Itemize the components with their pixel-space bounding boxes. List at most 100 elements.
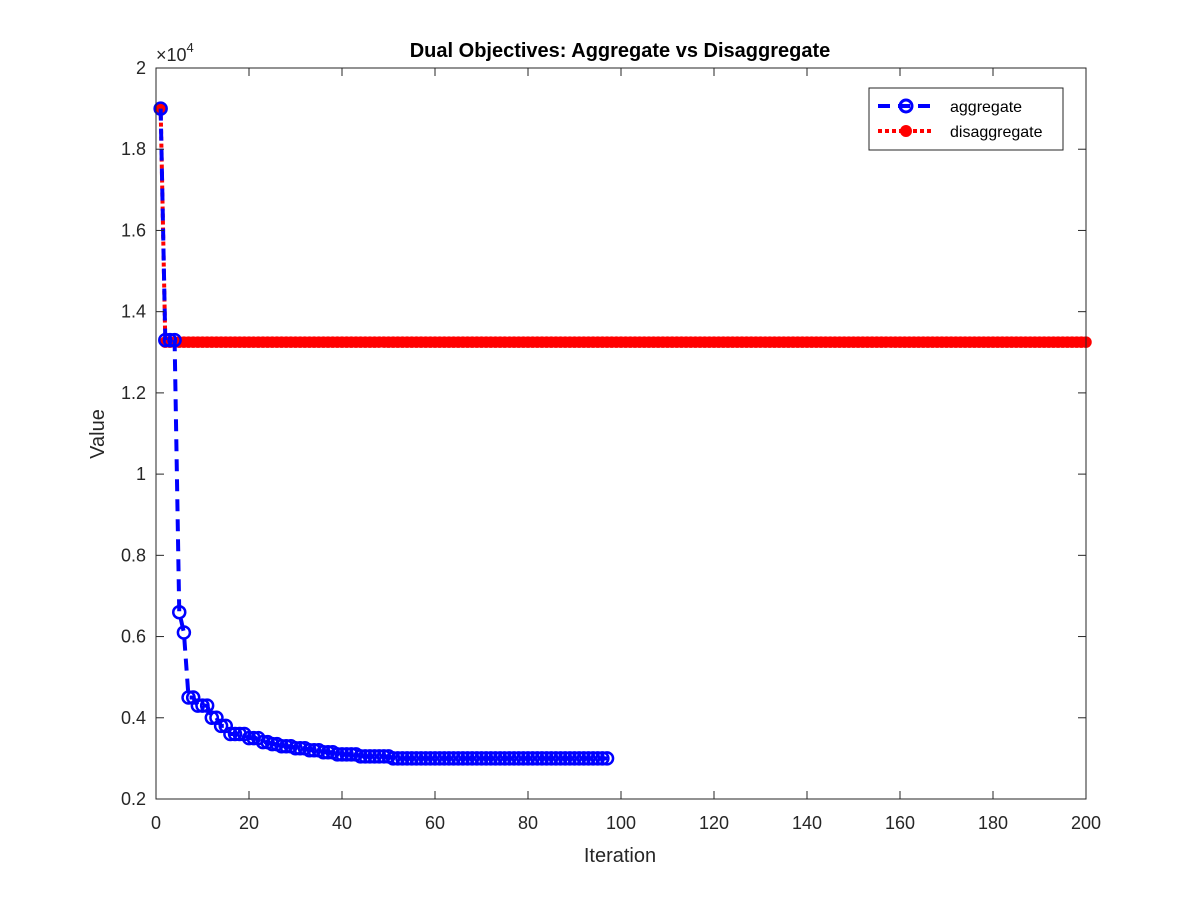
x-tick-label: 40 <box>332 813 352 833</box>
aggregate-point <box>548 751 564 766</box>
aggregate-point <box>488 751 503 766</box>
aggregate-point <box>255 734 271 750</box>
y-tick-label: 2 <box>136 58 146 78</box>
y-tick-label: 1.6 <box>121 220 146 240</box>
legend-label-aggregate: aggregate <box>950 99 1022 116</box>
x-tick-label: 200 <box>1071 813 1101 833</box>
x-axis-label: Iteration <box>584 845 656 867</box>
x-tick-label: 0 <box>151 813 161 833</box>
y-axis-label: Value <box>87 409 109 459</box>
aggregate-point <box>455 751 471 766</box>
legend-box <box>868 87 1064 151</box>
x-tick-label: 100 <box>606 813 636 833</box>
aggregate-point <box>567 751 582 766</box>
y-tick-label: 1 <box>136 464 146 484</box>
aggregate-point <box>278 738 294 754</box>
aggregate-point <box>516 751 531 766</box>
aggregate-point <box>265 736 280 752</box>
x-axis: 0 20 40 60 80 100 120 140 160 180 200 <box>151 68 1101 833</box>
aggregate-point <box>288 740 303 756</box>
aggregate-point <box>544 751 559 766</box>
aggregate-point <box>502 751 517 766</box>
aggregate-point <box>306 743 322 758</box>
y-tick-label: 0.6 <box>121 627 146 647</box>
aggregate-point <box>469 751 485 766</box>
aggregate-point <box>437 751 452 766</box>
x-tick-label: 120 <box>699 813 729 833</box>
aggregate-point <box>432 751 447 766</box>
y-tick-label: 1.2 <box>121 383 146 403</box>
aggregate-point <box>413 751 429 766</box>
plot-area <box>156 68 1086 799</box>
aggregate-point <box>339 747 354 762</box>
aggregate-point <box>478 751 494 766</box>
aggregate-point <box>334 747 350 762</box>
aggregate-point <box>162 332 178 348</box>
aggregate-point <box>390 751 406 766</box>
y-tick-label: 0.4 <box>121 708 146 728</box>
legend-marker-aggregate <box>898 98 914 114</box>
aggregate-point <box>227 726 243 742</box>
y-tick-label: 1.8 <box>121 139 146 159</box>
aggregate-point <box>274 738 289 754</box>
chart-title: Dual Objectives: Aggregate vs Disaggrega… <box>410 40 831 62</box>
aggregate-point <box>599 751 615 766</box>
aggregate-point <box>590 751 605 766</box>
y-tick-label: 1.4 <box>121 302 146 322</box>
aggregate-point <box>385 751 401 766</box>
aggregate-point <box>464 751 480 766</box>
aggregate-point <box>241 730 257 746</box>
aggregate-point <box>534 751 550 766</box>
aggregate-point <box>427 751 443 766</box>
series-layer <box>153 101 1092 766</box>
aggregate-point <box>525 751 540 766</box>
aggregate-point <box>190 698 206 713</box>
y-tick-label: 0.8 <box>121 545 146 565</box>
aggregate-point <box>557 751 573 766</box>
aggregate-point <box>553 751 568 766</box>
aggregate-point <box>511 751 526 766</box>
legend-label-disaggregate: disaggregate <box>950 124 1043 141</box>
aggregate-point <box>404 751 419 766</box>
aggregate-point <box>530 751 545 766</box>
aggregate-point <box>176 625 192 640</box>
aggregate-point <box>418 751 433 766</box>
aggregate-point <box>181 690 196 705</box>
aggregate-point <box>409 751 424 766</box>
aggregate-point <box>460 751 475 766</box>
aggregate-point <box>320 745 336 760</box>
aggregate-point <box>167 332 182 348</box>
aggregate-point <box>358 749 373 764</box>
y-tick-label: 0.2 <box>121 789 146 809</box>
aggregate-point <box>506 751 522 766</box>
aggregate-point <box>395 751 410 766</box>
aggregate-point <box>451 751 466 766</box>
aggregate-point <box>172 604 187 620</box>
aggregate-point <box>316 745 331 760</box>
aggregate-point <box>446 751 461 766</box>
aggregate-point <box>367 749 382 764</box>
aggregate-point <box>520 751 536 766</box>
x-tick-label: 80 <box>518 813 538 833</box>
aggregate-line <box>158 108 608 761</box>
aggregate-point <box>562 751 578 766</box>
aggregate-point <box>371 749 387 764</box>
aggregate-point <box>483 751 499 766</box>
aggregate-point <box>362 749 378 764</box>
aggregate-point <box>585 751 601 766</box>
aggregate-point <box>492 751 508 766</box>
aggregate-point <box>153 101 168 116</box>
aggregate-point <box>595 751 610 766</box>
aggregate-point <box>292 740 308 756</box>
aggregate-point <box>376 749 392 764</box>
aggregate-point <box>497 751 512 766</box>
x-tick-label: 60 <box>425 813 445 833</box>
aggregate-point <box>441 751 457 766</box>
aggregate-point <box>353 749 368 764</box>
aggregate-point <box>474 751 489 766</box>
x-tick-label: 20 <box>239 813 259 833</box>
aggregate-point <box>213 718 229 734</box>
y-axis: 0.2 0.4 0.6 0.8 1 1.2 1.4 1.6 1.8 2 <box>121 58 1086 809</box>
x-tick-label: 160 <box>885 813 915 833</box>
